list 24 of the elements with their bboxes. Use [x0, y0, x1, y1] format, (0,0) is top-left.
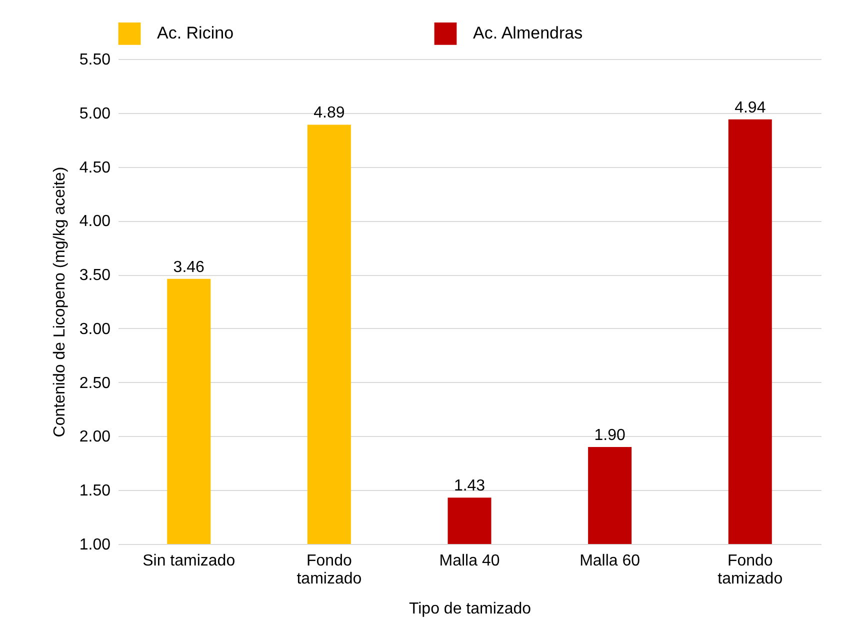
- legend-label: Ac. Ricino: [157, 24, 234, 43]
- x-tick-label: Fondo tamizado: [718, 552, 783, 588]
- x-axis-title: Tipo de tamizado: [408, 600, 532, 618]
- y-axis-title: Contenido de Licopeno (mg/kg aceite): [51, 166, 68, 438]
- data-label: 3.46: [173, 258, 205, 276]
- legend-label: Ac. Almendras: [473, 24, 583, 43]
- y-tick-label: 2.00: [79, 428, 111, 446]
- y-tick-label: 4.50: [79, 159, 111, 176]
- y-tick-label: 1.00: [79, 536, 111, 554]
- data-label: 1.90: [594, 427, 626, 444]
- x-tick-label: Malla 40: [439, 552, 500, 570]
- y-tick-label: 4.00: [79, 213, 111, 230]
- y-tick-label: 5.00: [79, 105, 111, 122]
- x-tick-label: Malla 60: [580, 552, 640, 570]
- x-tick-label: Sin tamizado: [142, 552, 236, 570]
- y-tick-label: 3.00: [79, 320, 111, 338]
- data-label: 4.94: [734, 99, 766, 116]
- data-label: 4.89: [314, 104, 345, 122]
- data-label: 1.43: [454, 478, 486, 495]
- y-tick-label: 3.50: [79, 267, 111, 284]
- y-tick-label: 2.50: [79, 374, 111, 392]
- y-tick-label: 1.50: [79, 482, 111, 500]
- y-tick-label: 5.50: [79, 52, 111, 68]
- x-tick-label: Fondo tamizado: [296, 552, 362, 588]
